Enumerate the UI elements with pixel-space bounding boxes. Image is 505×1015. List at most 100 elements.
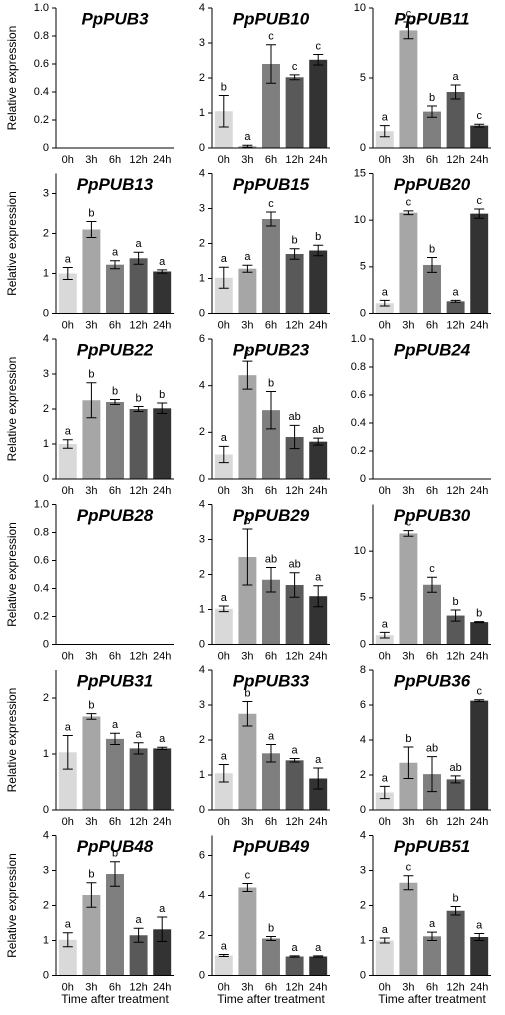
panel-title: PpPUB10: [233, 9, 310, 28]
x-tick-label: 12h: [129, 981, 147, 993]
y-tick-label: 2: [199, 237, 205, 249]
error-bar: [474, 699, 485, 702]
x-tick-label: 3h: [85, 981, 97, 993]
y-tick-label: 4: [199, 167, 205, 179]
x-tick-label: 0h: [218, 650, 230, 662]
x-tick-label: 3h: [402, 319, 414, 331]
x-tick-label: 12h: [129, 650, 147, 662]
error-bar: [474, 621, 485, 624]
x-tick-label: 12h: [285, 650, 303, 662]
error-bar: [157, 269, 168, 274]
bar: [58, 752, 77, 810]
x-tick-label: 0h: [379, 816, 391, 828]
error-bar: [474, 208, 485, 219]
significance-letter: a: [315, 754, 322, 766]
significance-letter: b: [88, 869, 94, 881]
bar: [106, 264, 124, 314]
significance-letter: b: [429, 92, 435, 104]
bar: [262, 753, 280, 810]
panel-title: PpPUB11: [394, 9, 469, 28]
bar: [446, 92, 465, 148]
error-bar: [266, 391, 276, 430]
y-tick-label: 8: [360, 664, 366, 676]
x-tick-label: 0h: [62, 981, 74, 993]
bar: [399, 762, 418, 810]
bar: [214, 454, 233, 479]
significance-letter: b: [112, 385, 118, 397]
bar: [262, 938, 280, 976]
error-bar: [313, 244, 324, 257]
bar: [309, 778, 328, 810]
bar: [423, 936, 441, 976]
y-tick-label: 1: [360, 934, 366, 946]
significance-letter: c: [429, 563, 435, 575]
y-tick-label: 3: [199, 699, 205, 711]
x-tick-label: 12h: [446, 319, 464, 331]
x-tick-label: 3h: [241, 319, 253, 331]
error-bar: [218, 605, 229, 613]
x-tick-label: 6h: [265, 816, 277, 828]
significance-letter: a: [244, 131, 251, 143]
significance-letter: a: [382, 286, 389, 298]
bar: [446, 301, 465, 314]
y-tick-label: 0: [43, 638, 49, 650]
error-bar: [62, 735, 73, 770]
significance-letter: c: [268, 198, 274, 210]
significance-letter: a: [221, 750, 228, 762]
error-bar: [242, 264, 253, 273]
y-tick-label: 1.0: [351, 333, 366, 345]
panel-title: PpPUB22: [77, 340, 154, 359]
error-bar: [242, 528, 253, 586]
significance-letter: c: [292, 61, 298, 73]
bar: [399, 533, 418, 645]
y-tick-label: 4: [43, 829, 49, 841]
bar: [375, 635, 394, 645]
error-bar: [379, 299, 390, 307]
panel-title: PpPUB23: [233, 340, 310, 359]
y-tick-label: 4: [360, 734, 366, 746]
significance-letter: c: [406, 197, 412, 209]
bar: [470, 622, 489, 645]
x-tick-label: 6h: [426, 154, 438, 166]
y-tick-label: 5: [360, 72, 366, 84]
significance-letter: b: [315, 231, 321, 243]
error-bar: [110, 260, 120, 270]
significance-letter: b: [88, 369, 94, 381]
bar: [153, 929, 172, 976]
x-tick-label: 0h: [218, 981, 230, 993]
y-tick-label: 15: [354, 167, 366, 179]
error-bar: [133, 927, 144, 943]
significance-letter: b: [136, 392, 142, 404]
y-tick-label: 6: [360, 699, 366, 711]
error-bar: [379, 785, 390, 800]
x-tick-label: 6h: [265, 319, 277, 331]
bar: [106, 402, 124, 479]
bar: [285, 585, 304, 645]
error-bar: [403, 530, 414, 537]
x-tick-label: 12h: [129, 319, 147, 331]
error-bar: [218, 764, 229, 783]
significance-letter: c: [476, 110, 482, 122]
x-tick-label: 3h: [402, 485, 414, 497]
bar: [446, 779, 465, 810]
bar: [375, 940, 394, 976]
y-tick-label: 6: [199, 849, 205, 861]
significance-letter: a: [315, 572, 322, 584]
x-tick-label: 24h: [309, 485, 327, 497]
panel-title: PpPUB29: [233, 506, 310, 525]
x-tick-label: 12h: [285, 319, 303, 331]
panel-title: PpPUB31: [77, 671, 154, 690]
y-tick-label: 0: [199, 804, 205, 816]
error-bar: [62, 439, 73, 449]
significance-letter: c: [406, 8, 412, 20]
bar: [375, 131, 394, 148]
significance-letter: b: [453, 892, 459, 904]
y-tick-label: 0.6: [34, 554, 49, 566]
significance-letter: a: [429, 918, 436, 930]
panel-title: PpPUB28: [77, 506, 154, 525]
x-tick-label: 0h: [379, 154, 391, 166]
x-tick-label: 24h: [153, 485, 171, 497]
x-tick-label: 6h: [109, 981, 121, 993]
x-tick-label: 6h: [265, 650, 277, 662]
